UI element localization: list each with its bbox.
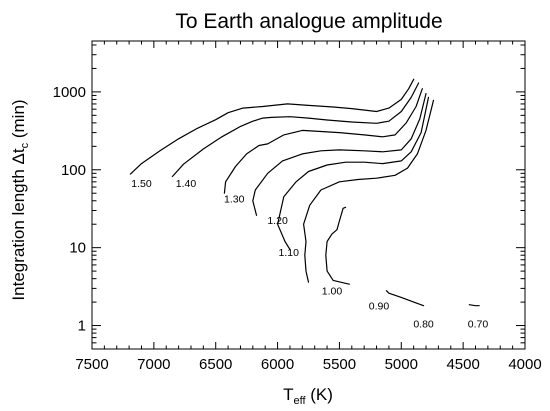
x-tick-label: 4000	[508, 356, 541, 373]
y-axis-label-subscript: c	[19, 142, 31, 148]
series-label-1.20: 1.20	[267, 215, 288, 227]
y-tick-label: 1000	[53, 84, 86, 101]
series-line-1.30	[223, 88, 423, 194]
series-label-1.30: 1.30	[224, 194, 245, 206]
series-line-0.80	[385, 290, 425, 307]
series-label-0.80: 0.80	[413, 318, 434, 330]
x-tick-label: 7000	[137, 356, 170, 373]
series-label-1.00: 1.00	[322, 286, 343, 298]
series-line-1.00	[303, 99, 435, 283]
y-axis: 1 10 100 1000	[53, 44, 525, 350]
x-axis-label-subscript: eff	[293, 395, 306, 407]
x-axis-label: Teff (K)	[283, 385, 333, 407]
series-line-1.40	[171, 82, 420, 178]
y-axis-label: Integration length Δtc (min)	[9, 99, 31, 300]
y-tick-label: 100	[61, 162, 86, 179]
series-line-1.50	[129, 78, 415, 175]
x-tick-label: 6500	[199, 356, 232, 373]
x-axis: 7500 7000 6500 6000 5500 5000 4500 4000	[75, 41, 542, 373]
series-line-0.70	[468, 304, 480, 307]
series-label-0.90: 0.90	[369, 301, 390, 313]
x-tick-label: 5500	[323, 356, 356, 373]
x-tick-label: 6000	[261, 356, 294, 373]
series-label-1.50: 1.50	[131, 178, 152, 190]
series-label-1.40: 1.40	[176, 178, 197, 190]
plot-frame	[91, 40, 526, 350]
series-line-0.90	[325, 206, 350, 285]
x-tick-label: 4500	[446, 356, 479, 373]
x-tick-label: 7500	[75, 356, 108, 373]
chart-title: To Earth analogue amplitude	[175, 10, 442, 33]
y-tick-label: 10	[69, 240, 86, 257]
series-group: 1.50 1.40 1.30 1.20 1.10 1.00 0.90 0.80 0.70	[129, 78, 489, 330]
series-label-0.70: 0.70	[468, 318, 489, 330]
x-tick-label: 5000	[385, 356, 418, 373]
series-line-1.10	[277, 96, 430, 250]
series-line-1.20	[252, 93, 427, 216]
y-tick-label: 1	[78, 318, 86, 335]
series-label-1.10: 1.10	[278, 247, 299, 259]
